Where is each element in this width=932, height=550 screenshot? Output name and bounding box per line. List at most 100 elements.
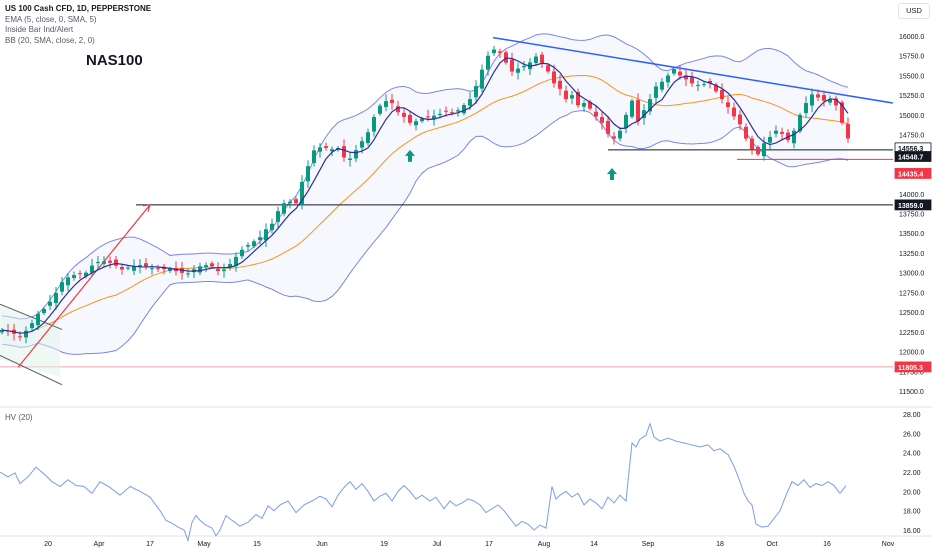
channel-lower-line bbox=[0, 355, 63, 386]
price-tick-label: 11500.0 bbox=[899, 389, 924, 396]
candle-body bbox=[648, 99, 652, 112]
price-tick-label: 11750.0 bbox=[899, 369, 924, 376]
candle-body bbox=[408, 114, 412, 123]
bb-indicator-label[interactable]: BB (20, SMA, close, 2, 0) bbox=[5, 35, 95, 45]
candle-body bbox=[570, 95, 574, 99]
candle-body bbox=[612, 136, 616, 139]
candle-body bbox=[486, 55, 490, 70]
candle-body bbox=[168, 268, 172, 272]
signal-arrow-up bbox=[405, 149, 415, 162]
candle-body bbox=[474, 86, 478, 98]
candle-body bbox=[18, 336, 22, 338]
candle-body bbox=[30, 323, 34, 329]
candle-body bbox=[606, 120, 610, 134]
time-tick-label: Jun bbox=[316, 541, 327, 548]
candle-body bbox=[756, 147, 760, 155]
candle-body bbox=[840, 102, 844, 123]
candle-body bbox=[204, 265, 208, 267]
candle-body bbox=[96, 262, 100, 264]
candle-body bbox=[132, 266, 136, 271]
inside-bar-indicator-label[interactable]: Inside Bar Ind/Alert bbox=[5, 25, 74, 34]
ema-indicator-label[interactable]: EMA (5, close, 0, SMA, 5) bbox=[5, 14, 97, 24]
candle-body bbox=[432, 115, 436, 119]
candle-body bbox=[516, 68, 520, 73]
price-axis-label bbox=[894, 168, 932, 179]
price-tick-label: 12500.0 bbox=[899, 310, 924, 317]
candle-body bbox=[804, 103, 808, 113]
price-tick-label: 13750.0 bbox=[899, 212, 924, 219]
hv-tick-label: 26.00 bbox=[903, 431, 921, 438]
candle-body bbox=[66, 277, 70, 286]
candle-body bbox=[138, 265, 142, 267]
candle-body bbox=[828, 99, 832, 103]
candle-body bbox=[366, 132, 370, 144]
candle-body bbox=[282, 203, 286, 214]
candle-body bbox=[762, 143, 766, 157]
candle-body bbox=[384, 101, 388, 107]
time-tick-label: 18 bbox=[716, 541, 724, 548]
candle-body bbox=[522, 65, 526, 68]
candle-body bbox=[120, 266, 124, 270]
price-tick-label: 14000.0 bbox=[899, 192, 924, 199]
candle-body bbox=[396, 106, 400, 113]
time-tick-label: Sep bbox=[642, 541, 655, 548]
candle-body bbox=[450, 112, 454, 114]
hv-tick-label: 20.00 bbox=[903, 489, 921, 496]
price-axis-label-text: 14548.7 bbox=[898, 154, 923, 161]
candle-body bbox=[558, 80, 562, 89]
candle-body bbox=[210, 263, 214, 267]
candle-body bbox=[312, 150, 316, 164]
candle-body bbox=[618, 130, 622, 139]
ema-line bbox=[1, 57, 849, 334]
time-tick-label: Jul bbox=[433, 541, 442, 548]
candle-body bbox=[546, 65, 550, 72]
candle-body bbox=[306, 166, 310, 182]
hv-tick-label: 28.00 bbox=[903, 412, 921, 419]
candle-body bbox=[846, 124, 850, 139]
candle-body bbox=[564, 90, 568, 100]
price-tick-label: 15500.0 bbox=[899, 73, 924, 80]
time-tick-label: May bbox=[197, 541, 211, 548]
price-axis-label-text: 11805.3 bbox=[898, 365, 923, 372]
hv-tick-label: 24.00 bbox=[903, 451, 921, 458]
hv-line bbox=[0, 422, 847, 543]
price-tick-label: 13500.0 bbox=[899, 231, 924, 238]
candle-body bbox=[504, 52, 508, 63]
candle-body bbox=[258, 237, 262, 241]
candle-body bbox=[276, 211, 280, 222]
candle-body bbox=[126, 267, 130, 269]
candle-body bbox=[108, 260, 112, 263]
chart-legend: US 100 Cash CFD, 1D, PEPPERSTONE EMA (5,… bbox=[5, 4, 151, 46]
time-tick-label: Oct bbox=[767, 541, 778, 548]
candle-body bbox=[822, 95, 826, 101]
candle-body bbox=[222, 269, 226, 272]
time-tick-label: 19 bbox=[380, 541, 388, 548]
price-axis-label-text: 14435.4 bbox=[898, 171, 923, 178]
symbol-title[interactable]: US 100 Cash CFD, 1D, PEPPERSTONE bbox=[5, 4, 152, 13]
candle-body bbox=[42, 308, 46, 314]
candle-body bbox=[510, 59, 514, 72]
hv-indicator-label[interactable]: HV (20) bbox=[5, 413, 33, 422]
signal-arrow-up bbox=[607, 168, 617, 181]
time-tick-label: 17 bbox=[485, 541, 493, 548]
candle-body bbox=[390, 99, 394, 104]
candle-body bbox=[774, 130, 778, 134]
price-tick-label: 13000.0 bbox=[899, 271, 924, 278]
candle-body bbox=[348, 158, 352, 161]
currency-button[interactable]: USD bbox=[898, 3, 930, 19]
candle-body bbox=[270, 223, 274, 230]
descending-trendline bbox=[492, 36, 894, 104]
candle-body bbox=[72, 275, 76, 279]
candle-body bbox=[768, 136, 772, 143]
candle-body bbox=[684, 75, 688, 80]
candle-body bbox=[696, 84, 700, 86]
trend-arrow-head bbox=[142, 204, 151, 212]
candle-body bbox=[600, 117, 604, 123]
candle-body bbox=[78, 273, 82, 275]
time-tick-label: Apr bbox=[94, 541, 106, 548]
bb-lower-band bbox=[1, 110, 849, 355]
candle-body bbox=[798, 114, 802, 132]
price-tick-label: 15000.0 bbox=[899, 113, 924, 120]
candle-body bbox=[294, 199, 298, 204]
